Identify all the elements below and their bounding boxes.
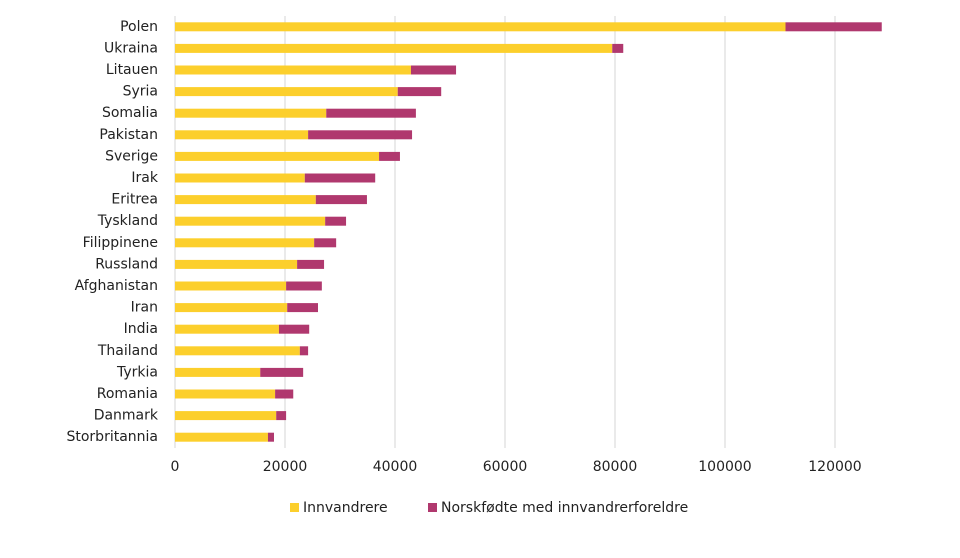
bar-segment <box>326 108 416 118</box>
x-tick-label: 120000 <box>808 459 861 475</box>
bar-segment <box>612 43 624 53</box>
y-tick-label: Tyrkia <box>116 364 158 380</box>
bar-segment <box>175 108 327 118</box>
bar-segment <box>278 324 310 334</box>
bar-segment <box>304 173 376 183</box>
legend-swatch <box>428 503 437 512</box>
bar-segment <box>299 346 309 356</box>
y-tick-label: Ukraina <box>104 40 158 56</box>
x-tick-label: 60000 <box>483 459 528 475</box>
y-tick-label: Irak <box>131 170 158 186</box>
bar-segment <box>175 151 380 161</box>
x-tick-label: 40000 <box>373 459 418 475</box>
y-tick-label: India <box>124 321 158 337</box>
bar-segment <box>175 22 786 32</box>
bar-segment <box>397 87 442 97</box>
bar-segment <box>175 238 315 248</box>
y-tick-label: Polen <box>120 19 158 35</box>
y-tick-label: Iran <box>131 300 158 316</box>
bar-segment <box>175 432 268 442</box>
bar-segment <box>175 87 398 97</box>
bar-segment <box>286 281 322 291</box>
x-tick-label: 20000 <box>263 459 308 475</box>
y-tick-label: Romania <box>97 386 158 402</box>
bar-segment <box>175 389 276 399</box>
bar-segment <box>175 259 298 269</box>
bar-segment <box>314 238 337 248</box>
y-tick-label: Russland <box>95 256 158 272</box>
y-tick-label: Eritrea <box>111 192 158 208</box>
bar-segment <box>175 367 261 377</box>
y-tick-label: Filippinene <box>83 235 158 251</box>
bar-segment <box>267 432 274 442</box>
bar-segment <box>275 389 294 399</box>
bar-segment <box>260 367 304 377</box>
bar-segment <box>175 303 288 313</box>
y-tick-label: Syria <box>123 84 158 100</box>
y-tick-label: Litauen <box>106 62 158 78</box>
x-tick-label: 80000 <box>593 459 638 475</box>
bar-segment <box>325 216 347 226</box>
bar-segment <box>175 195 316 205</box>
x-tick-label: 0 <box>171 459 180 475</box>
bar-segment <box>175 411 277 421</box>
y-tick-label: Thailand <box>97 343 158 359</box>
bar-segment <box>287 303 318 313</box>
y-tick-label: Storbritannia <box>66 429 158 445</box>
legend-label: Innvandrere <box>303 500 388 516</box>
legend-swatch <box>290 503 299 512</box>
y-tick-label: Danmark <box>94 408 159 424</box>
bar-segment <box>175 324 279 334</box>
bar-segment <box>297 259 325 269</box>
y-tick-label: Tyskland <box>97 213 158 229</box>
bar-segment <box>175 346 300 356</box>
bar-segment <box>175 65 411 75</box>
bar-segment <box>410 65 457 75</box>
y-tick-label: Somalia <box>102 105 158 121</box>
y-tick-label: Afghanistan <box>75 278 158 294</box>
legend-label: Norskfødte med innvandrerforeldre <box>441 500 688 516</box>
bar-segment <box>276 411 287 421</box>
x-tick-label: 100000 <box>698 459 751 475</box>
bar-segment <box>379 151 400 161</box>
bar-segment <box>175 216 326 226</box>
bar-segment <box>175 130 309 140</box>
bar-segment <box>175 43 613 53</box>
y-tick-label: Sverige <box>105 148 158 164</box>
y-tick-label: Pakistan <box>99 127 158 143</box>
bar-segment <box>785 22 882 32</box>
bar-segment <box>308 130 413 140</box>
bar-segment <box>315 195 367 205</box>
bar-segment <box>175 173 305 183</box>
bar-segment <box>175 281 287 291</box>
